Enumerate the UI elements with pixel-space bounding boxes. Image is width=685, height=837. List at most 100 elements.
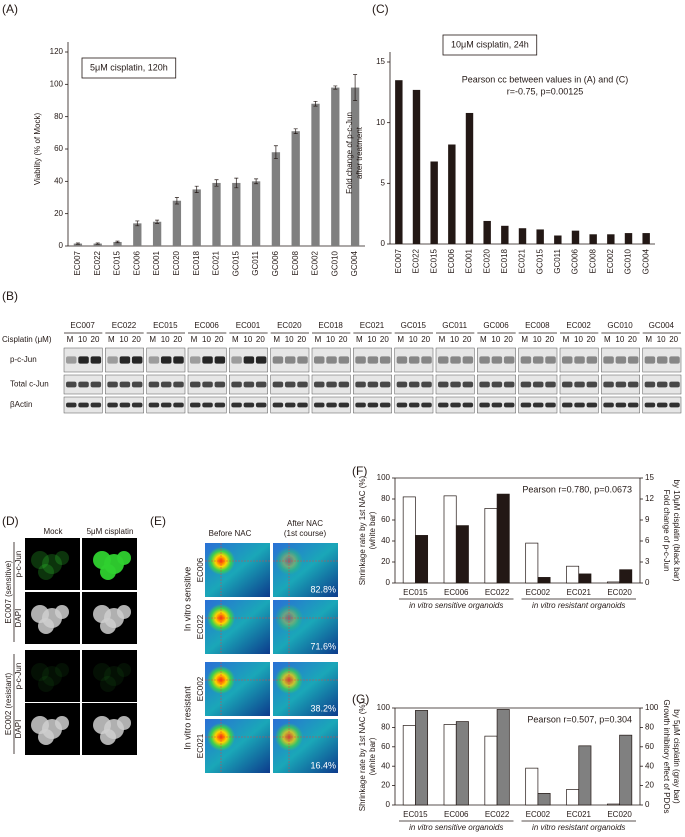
cell-cluster [93,663,111,681]
blot-band [396,356,408,364]
dose: 20 [256,335,265,344]
y2-tick-label: 0 [645,578,650,587]
blot-band [214,402,226,408]
dose: 10 [409,335,418,344]
cell-cluster [42,666,62,686]
dose: 10 [202,335,211,344]
dose: M [645,335,652,344]
y-axis-label: after treatment [355,126,364,179]
blot-band [520,356,532,364]
blot-band [396,381,408,388]
y-tick-label: 60 [381,742,390,751]
blot-band [491,356,503,364]
blot-box [311,347,351,373]
roi-lines [273,662,338,716]
blot-band [355,356,366,364]
condition-box [81,57,177,79]
stain-label: p-c-Jun [14,663,23,690]
blot-band [656,356,668,364]
y-tick-label: 40 [381,761,390,770]
bar [537,793,551,806]
y2-tick-label: 60 [645,742,654,751]
blot-band [231,381,242,388]
condition-label: 5μM cisplatin, 120h [90,62,168,72]
x-tick-label: EC002 [311,250,320,275]
group-label: in vitro sensitive organoids [409,823,503,832]
panel-label: (E) [150,514,166,528]
blot-band [421,402,432,408]
cell-cluster [117,551,131,565]
bar [415,535,429,584]
y-axis-label: Shrinkage rate by 1st NAC (%) [358,701,367,811]
blot-band [173,356,184,364]
panel-label: (A) [2,2,18,16]
x-tick-label: EC018 [500,248,509,273]
bar [133,223,142,246]
x-tick-label: GC015 [231,250,240,276]
blot-band [90,356,102,364]
micrograph [25,650,80,702]
y2-tick-label: 100 [645,703,659,712]
bar [443,724,457,806]
bar [415,710,429,806]
bar [448,144,456,244]
column-label: After NAC [287,519,323,528]
blot-band [562,402,573,408]
sample-label: EC018 [318,321,343,330]
stain-label: p-c-Jun [14,551,23,578]
y2-tick-label: 3 [645,557,650,566]
blot-band [615,356,627,364]
bar [536,229,544,244]
x-tick-label: GC011 [251,250,260,275]
column-label: 5μM cisplatin [87,527,134,536]
blot-band [338,356,350,364]
blot-band [408,381,420,388]
dose: 20 [91,335,100,344]
x-tick-label: EC001 [152,250,161,275]
cell-cluster [100,729,116,745]
x-tick-label: GC006 [271,250,280,276]
y-tick-label: 60 [54,144,63,153]
y-tick-label: 40 [381,536,390,545]
error-bar [333,85,338,90]
dose: M [439,335,446,344]
x-tick-label: EC001 [465,248,474,273]
x-tick-label: EC022 [485,810,510,819]
error-bar [234,177,239,189]
cell-cluster [38,564,54,580]
y-tick-label: 20 [54,209,63,218]
cell-cluster [117,605,131,619]
blot-band [90,402,102,408]
blot-band [462,402,474,408]
y-axis-label: Fold change of p-c-Jun [345,112,354,194]
bar [412,89,421,244]
x-tick-label: GC004 [641,248,650,274]
bar [465,112,474,245]
stain-label: DAPI [14,720,23,739]
error-bar [254,178,259,185]
x-tick-label: EC022 [485,588,510,597]
dose: M [563,335,570,344]
sample-label: EC021 [360,321,385,330]
y-tick-label: 80 [381,723,390,732]
bar [484,735,498,806]
blot-band [669,381,680,388]
blot-box [601,347,640,373]
bar [578,745,592,806]
y-axis-label: (white bar) [368,737,377,775]
blot-band [78,402,89,408]
x-tick-label: GC010 [624,248,633,274]
blot-band [148,356,160,364]
bar [93,243,102,246]
y-tick-label: 40 [54,176,63,185]
blot-band [202,356,213,364]
blot-band [438,402,449,408]
condition-box [442,34,538,56]
bar [496,709,510,806]
error-bar [353,74,358,101]
y-tick-label: 100 [50,79,64,88]
bar [430,161,438,244]
blot-band [314,402,325,408]
x-tick-label: EC002 [526,810,551,819]
blot-band [503,381,515,388]
